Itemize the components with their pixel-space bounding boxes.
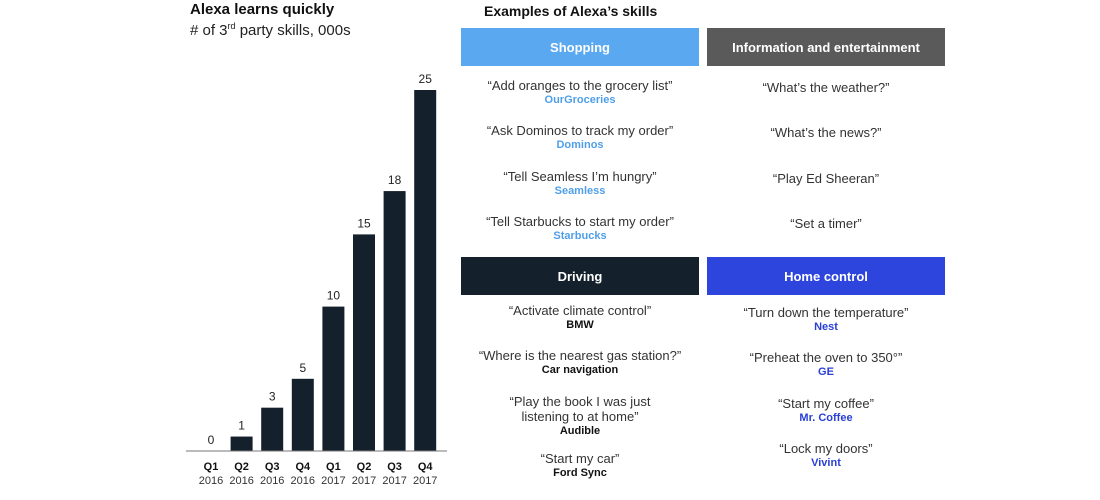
skill-quote: “Where is the nearest gas station?” xyxy=(478,348,682,363)
skill-example: “Activate climate control” BMW xyxy=(461,303,699,333)
bar xyxy=(383,191,406,451)
category-header-information-and-entertainment: Information and entertainment xyxy=(707,28,945,66)
skill-quote: “Ask Dominos to track my order” xyxy=(486,123,674,138)
category-header-shopping: Shopping xyxy=(461,28,699,66)
skill-quote: “Start my coffee” xyxy=(778,396,874,411)
skill-quote: “What’s the weather?” xyxy=(762,80,890,95)
skill-name: Audible xyxy=(559,425,601,437)
skill-quote: “Start my car” xyxy=(540,451,620,466)
skill-name: OurGroceries xyxy=(544,94,616,106)
skill-example: “Start my car” Ford Sync xyxy=(461,451,699,481)
skill-quote: “Lock my doors” xyxy=(779,441,873,456)
chart-title: Alexa learns quickly xyxy=(190,1,335,18)
x-tick-quarter: Q2 xyxy=(234,461,249,473)
bar-value-label: 25 xyxy=(419,72,433,86)
skill-quote: “What’s the news?” xyxy=(770,125,882,140)
skill-name: Mr. Coffee xyxy=(799,412,853,424)
skill-example: “Tell Starbucks to start my order” Starbu… xyxy=(461,214,699,244)
x-tick-quarter: Q4 xyxy=(418,461,434,473)
skill-example: “Where is the nearest gas station?” Car n… xyxy=(461,348,699,378)
bar xyxy=(230,436,253,451)
skill-example: “Ask Dominos to track my order” Dominos xyxy=(461,123,699,153)
skills-section-title: Examples of Alexa’s skills xyxy=(484,3,658,19)
skill-example: “Preheat the oven to 350°” GE xyxy=(707,350,945,380)
x-tick-year: 2017 xyxy=(352,475,376,487)
bar-value-label: 5 xyxy=(299,361,306,375)
skills-bar-chart: 0 Q1 2016 1 Q2 2016 3 Q3 2016 5 Q4 2016 10 Q1 2017 15 Q2… xyxy=(186,72,447,487)
skill-name: Seamless xyxy=(554,185,606,197)
x-tick-year: 2016 xyxy=(199,475,223,487)
skill-example: “Add oranges to the grocery list” OurGroc… xyxy=(461,78,699,108)
skill-quote: “Set a timer” xyxy=(790,216,862,231)
skill-example: “What’s the weather?” xyxy=(707,80,945,95)
bar-value-label: 15 xyxy=(357,216,371,230)
x-tick-year: 2016 xyxy=(260,475,284,487)
skill-quote: “Turn down the temperature” xyxy=(743,305,909,320)
x-tick-year: 2016 xyxy=(229,475,253,487)
bar-value-label: 10 xyxy=(327,289,341,303)
bar-value-label: 3 xyxy=(269,390,276,404)
skill-example: “Set a timer” xyxy=(707,216,945,231)
skill-example: “Tell Seamless I’m hungry” Seamless xyxy=(461,169,699,199)
skill-quote: “Preheat the oven to 350°” xyxy=(749,350,903,365)
bar xyxy=(322,306,345,451)
skill-name: Car navigation xyxy=(541,364,619,376)
skill-name: Dominos xyxy=(556,139,604,151)
skill-example: “Lock my doors” Vivint xyxy=(707,441,945,471)
skill-name: Vivint xyxy=(811,457,841,469)
bar-value-label: 1 xyxy=(238,419,245,433)
skill-example: “Turn down the temperature” Nest xyxy=(707,305,945,335)
bar-value-label: 0 xyxy=(208,433,215,447)
x-tick-quarter: Q1 xyxy=(326,461,341,473)
skill-name: Starbucks xyxy=(553,230,607,242)
x-tick-year: 2016 xyxy=(291,475,315,487)
skill-name: Ford Sync xyxy=(553,467,607,479)
bar xyxy=(353,234,375,451)
category-header-home-control: Home control xyxy=(707,257,945,295)
skill-quote: “Activate climate control” xyxy=(508,303,652,318)
skill-example: “Play Ed Sheeran” xyxy=(707,171,945,186)
skill-quote: “Play the book I was just listening to a… xyxy=(509,394,651,424)
bar xyxy=(291,378,314,451)
skill-name: BMW xyxy=(566,319,594,331)
x-tick-quarter: Q2 xyxy=(357,461,372,473)
skill-quote: “Add oranges to the grocery list” xyxy=(487,78,673,93)
skill-example: “Play the book I was just listening to a… xyxy=(461,394,699,439)
skill-example: “Start my coffee” Mr. Coffee xyxy=(707,396,945,426)
bar xyxy=(261,407,284,451)
x-tick-year: 2017 xyxy=(413,475,437,487)
x-tick-year: 2017 xyxy=(382,475,406,487)
skill-quote: “Tell Starbucks to start my order” xyxy=(486,214,674,229)
x-tick-year: 2017 xyxy=(321,475,345,487)
skill-quote: “Tell Seamless I’m hungry” xyxy=(503,169,657,184)
x-tick-quarter: Q4 xyxy=(295,461,311,473)
skill-example: “What’s the news?” xyxy=(707,125,945,140)
bar-value-label: 18 xyxy=(388,173,402,187)
chart-subtitle: # of 3rd party skills, 000s xyxy=(190,21,351,39)
skill-quote: “Play Ed Sheeran” xyxy=(772,171,880,186)
skill-name: GE xyxy=(818,366,834,378)
x-tick-quarter: Q1 xyxy=(204,461,219,473)
skill-name: Nest xyxy=(814,321,838,333)
x-tick-quarter: Q3 xyxy=(265,461,280,473)
category-header-driving: Driving xyxy=(461,257,699,295)
bar xyxy=(414,90,437,451)
x-tick-quarter: Q3 xyxy=(387,461,402,473)
